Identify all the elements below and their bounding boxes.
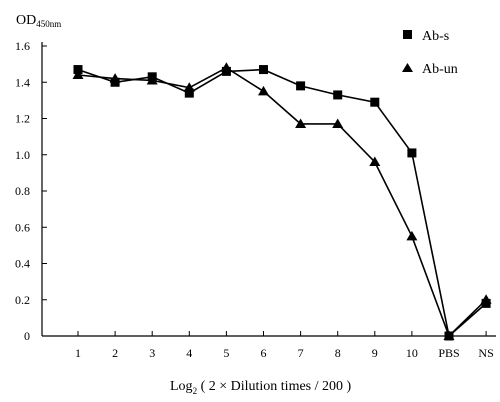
x-axis-title: Log2 ( 2 × Dilution times / 200 )	[170, 379, 352, 396]
legend-marker-ab-un	[402, 63, 413, 72]
y-tick-label: 0.8	[15, 184, 30, 198]
data-point-ab-un-5	[220, 62, 232, 72]
data-point-ab-s-7	[296, 81, 306, 91]
data-point-ab-un-2	[109, 73, 121, 83]
x-tick-label: 9	[372, 346, 378, 360]
x-tick-label: 7	[298, 346, 304, 360]
x-tick-label: 2	[112, 346, 118, 360]
x-axis-title-prefix: Log	[170, 379, 193, 394]
x-tick-label: PBS	[438, 346, 459, 360]
x-tick-label: 3	[149, 346, 155, 360]
x-tick-label: 10	[406, 346, 418, 360]
data-point-ab-un-8	[332, 118, 344, 128]
y-axis-title-main: OD	[16, 13, 36, 28]
legend-marker-ab-s	[403, 30, 412, 39]
legend-label-ab-s: Ab-s	[422, 29, 449, 44]
x-tick-label: 6	[261, 346, 267, 360]
legend-label-ab-un: Ab-un	[422, 62, 458, 77]
data-point-ab-un-7	[295, 118, 307, 128]
data-point-ab-s-6	[259, 65, 268, 75]
x-axis-title-suffix: ( 2 × Dilution times / 200 )	[197, 379, 351, 394]
data-point-ab-un-4	[183, 82, 195, 92]
series-lines	[77, 66, 487, 338]
data-point-ab-un-3	[146, 74, 158, 85]
data-point-ab-un-ns	[480, 294, 492, 304]
x-tick-label: 1	[75, 346, 81, 360]
data-point-ab-un-9	[369, 156, 381, 166]
data-point-ab-s-10	[407, 148, 417, 158]
y-tick-label: 1.6	[15, 39, 30, 53]
series-line-ab-s	[77, 68, 487, 338]
data-point-ab-un-pbs	[443, 330, 455, 340]
y-tick-label: 1.4	[15, 75, 30, 89]
x-ticks: 1 2 3 4 5 6 7 8 9 10 PBS NS	[75, 331, 494, 360]
data-point-ab-s-4	[184, 88, 194, 98]
y-axis-title: OD450nm	[16, 13, 61, 29]
series-line-ab-un	[77, 66, 487, 338]
data-point-ab-s-8	[333, 90, 343, 100]
y-tick-label: 1.0	[15, 148, 30, 162]
y-tick-label: 0.2	[15, 293, 30, 307]
y-tick-label: 0.6	[15, 220, 30, 234]
x-tick-label: NS	[478, 346, 493, 360]
data-point-ab-un-6	[258, 85, 269, 96]
y-ticks: 0 0.2 0.4 0.6 0.8 1.0 1.2 1.4 1.6	[15, 39, 47, 343]
x-axis-title-subscript: 2	[193, 386, 198, 396]
data-point-ab-un-10	[406, 230, 418, 241]
y-tick-label: 1.2	[15, 112, 30, 126]
y-axis-title-subscript: 450nm	[36, 19, 61, 29]
y-tick-label: 0.4	[15, 257, 30, 271]
x-tick-label: 4	[186, 346, 192, 360]
x-tick-label: 5	[223, 346, 229, 360]
data-point-ab-un-1	[72, 69, 84, 79]
data-point-ab-s-9	[370, 97, 380, 107]
series-markers	[72, 62, 492, 341]
y-tick-label: 0	[24, 329, 30, 343]
x-tick-label: 8	[335, 346, 341, 360]
legend: Ab-s Ab-un	[402, 29, 458, 77]
